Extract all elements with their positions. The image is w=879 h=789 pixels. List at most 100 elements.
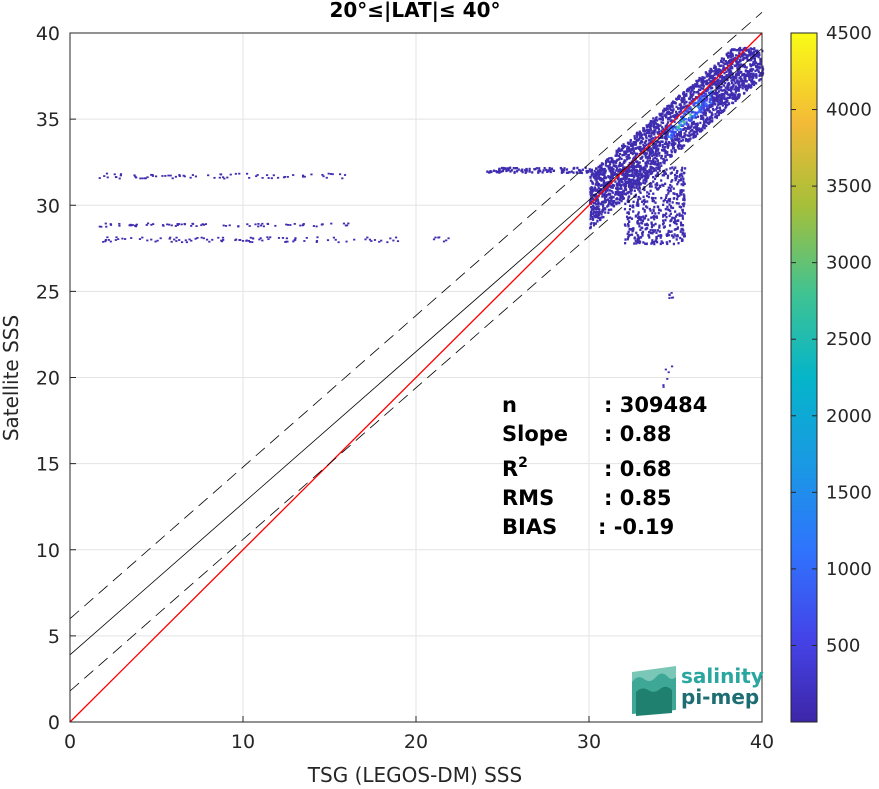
heatmap-cell	[660, 154, 663, 158]
heatmap-cell	[706, 89, 709, 93]
heatmap-cell	[673, 233, 676, 236]
heatmap-cell	[758, 53, 761, 57]
heatmap-cell	[659, 242, 662, 246]
heatmap-cell	[676, 134, 679, 138]
heatmap-cell	[625, 155, 628, 158]
heatmap-cell	[676, 213, 679, 216]
heatmap-cell	[598, 164, 602, 168]
heatmap-cell	[627, 220, 631, 223]
heatmap-cell	[720, 85, 723, 89]
colorbar	[790, 32, 818, 723]
heatmap-cell	[684, 130, 688, 133]
heatmap-cell	[678, 205, 681, 208]
heatmap-cell	[194, 237, 197, 240]
heatmap-cell	[721, 70, 724, 73]
heatmap-cell	[606, 165, 609, 168]
heatmap-cell	[337, 241, 340, 244]
heatmap-cell	[152, 223, 155, 225]
heatmap-cell	[573, 166, 576, 170]
heatmap-cell	[104, 240, 107, 243]
heatmap-cell	[655, 143, 658, 146]
heatmap-cell	[654, 196, 657, 200]
heatmap-cell	[690, 107, 693, 111]
heatmap-cell	[617, 190, 620, 193]
heatmap-cell	[646, 200, 649, 203]
heatmap-cell	[650, 140, 653, 143]
heatmap-cell	[644, 179, 647, 183]
heatmap-cell	[701, 91, 705, 95]
heatmap-cell	[640, 136, 643, 140]
heatmap-cell	[254, 223, 257, 226]
heatmap-cell	[590, 190, 593, 193]
heatmap-cell	[234, 172, 237, 175]
heatmap-cell	[663, 161, 666, 165]
heatmap-cell	[682, 91, 686, 94]
heatmap-cell	[640, 176, 643, 179]
heatmap-cell	[600, 200, 604, 204]
heatmap-cell	[623, 159, 626, 162]
heatmap-cell	[642, 174, 645, 177]
heatmap-cell	[631, 174, 634, 178]
heatmap-cell	[693, 132, 696, 135]
heatmap-cell	[733, 88, 736, 91]
heatmap-cell	[651, 229, 654, 232]
heatmap-cell	[667, 186, 670, 189]
heatmap-cell	[637, 211, 640, 214]
heatmap-cell	[684, 109, 687, 112]
heatmap-cell	[651, 166, 654, 170]
heatmap-cell	[753, 80, 756, 84]
heatmap-cell	[703, 108, 706, 111]
heatmap-cell	[591, 172, 595, 175]
heatmap-cell	[660, 113, 663, 116]
heatmap-cell	[677, 97, 681, 100]
heatmap-cell	[663, 146, 667, 149]
heatmap-cell	[708, 106, 711, 109]
heatmap-cell	[741, 65, 744, 68]
heatmap-cell	[628, 195, 631, 198]
heatmap-cell	[321, 173, 324, 176]
heatmap-cell	[633, 189, 636, 192]
heatmap-cell	[669, 106, 672, 109]
heatmap-cell	[647, 233, 650, 237]
heatmap-cell	[627, 225, 630, 228]
heatmap-cell	[146, 176, 149, 179]
heatmap-cell	[642, 151, 646, 154]
heatmap-cell	[605, 181, 608, 184]
heatmap-cell	[602, 193, 605, 196]
heatmap-cell	[105, 225, 108, 228]
heatmap-cell	[617, 180, 620, 184]
heatmap-cell	[182, 174, 185, 177]
heatmap-cell	[734, 56, 737, 60]
heatmap-cell	[626, 232, 629, 236]
heatmap-cell	[646, 124, 649, 128]
heatmap-cell	[707, 118, 710, 121]
heatmap-cell	[735, 89, 739, 92]
heatmap-cell	[724, 106, 727, 110]
heatmap-cell	[761, 68, 764, 72]
heatmap-cell	[650, 123, 653, 126]
heatmap-cell	[664, 155, 667, 158]
heatmap-cell	[690, 90, 693, 93]
heatmap-cell	[611, 203, 614, 207]
heatmap-cell	[664, 107, 667, 111]
heatmap-cell	[115, 236, 118, 239]
heatmap-cell	[742, 92, 746, 95]
heatmap-cell	[642, 181, 645, 185]
heatmap-cell	[608, 196, 611, 199]
heatmap-cell	[590, 205, 593, 209]
heatmap-cell	[668, 104, 671, 108]
heatmap-cell	[628, 161, 631, 165]
heatmap-cell	[634, 173, 638, 176]
heatmap-cell	[676, 235, 679, 238]
heatmap-cell	[711, 99, 715, 102]
heatmap-cell	[606, 198, 609, 202]
heatmap-cell	[218, 176, 221, 179]
heatmap-cell	[173, 238, 176, 241]
heatmap-cell	[156, 239, 159, 242]
heatmap-cell	[689, 91, 692, 95]
heatmap-cell	[151, 174, 154, 176]
heatmap-cell	[190, 224, 193, 227]
heatmap-cell	[674, 228, 678, 231]
heatmap-cell	[630, 163, 633, 167]
heatmap-cell	[252, 237, 255, 240]
